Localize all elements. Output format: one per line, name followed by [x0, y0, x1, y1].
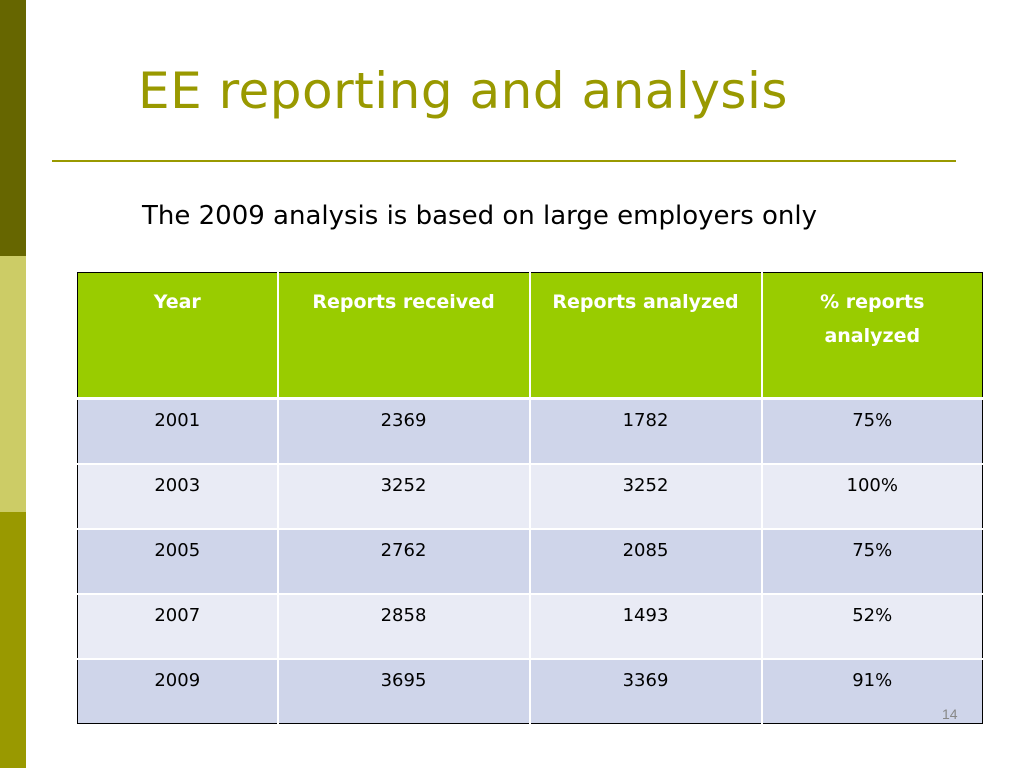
side-accent-bar-middle	[0, 256, 26, 512]
table-row: 2003 3252 3252 100%	[77, 462, 983, 529]
cell-reports-analyzed: 1493	[528, 592, 762, 659]
cell-reports-analyzed: 3369	[528, 657, 762, 724]
cell-reports-analyzed: 3252	[528, 462, 762, 529]
cell-percent-analyzed: 52%	[760, 592, 983, 659]
header-percent-analyzed: % reports analyzed	[760, 272, 983, 400]
header-year: Year	[77, 272, 278, 400]
page-number: 14	[942, 706, 958, 722]
side-accent-bar-top	[0, 0, 26, 256]
cell-reports-received: 2762	[276, 527, 530, 594]
table-row: 2009 3695 3369 91%	[77, 657, 983, 724]
cell-percent-analyzed: 75%	[760, 527, 983, 594]
side-accent-bar-bottom	[0, 512, 26, 768]
cell-percent-analyzed: 91%	[760, 657, 983, 724]
cell-reports-received: 2858	[276, 592, 530, 659]
table-header-row: Year Reports received Reports analyzed %…	[77, 272, 983, 400]
slide-title: EE reporting and analysis	[138, 62, 788, 120]
reports-table: Year Reports received Reports analyzed %…	[77, 272, 983, 724]
header-reports-received: Reports received	[276, 272, 530, 400]
slide-subtitle: The 2009 analysis is based on large empl…	[142, 201, 818, 231]
cell-reports-received: 3695	[276, 657, 530, 724]
header-reports-analyzed: Reports analyzed	[528, 272, 762, 400]
cell-reports-analyzed: 1782	[528, 397, 762, 464]
table-row: 2007 2858 1493 52%	[77, 592, 983, 659]
table-row: 2005 2762 2085 75%	[77, 527, 983, 594]
cell-year: 2007	[77, 592, 278, 659]
cell-year: 2005	[77, 527, 278, 594]
cell-reports-received: 2369	[276, 397, 530, 464]
cell-reports-received: 3252	[276, 462, 530, 529]
cell-percent-analyzed: 100%	[760, 462, 983, 529]
title-divider	[52, 160, 956, 162]
cell-reports-analyzed: 2085	[528, 527, 762, 594]
cell-year: 2009	[77, 657, 278, 724]
cell-percent-analyzed: 75%	[760, 397, 983, 464]
cell-year: 2001	[77, 397, 278, 464]
table-row: 2001 2369 1782 75%	[77, 397, 983, 464]
cell-year: 2003	[77, 462, 278, 529]
